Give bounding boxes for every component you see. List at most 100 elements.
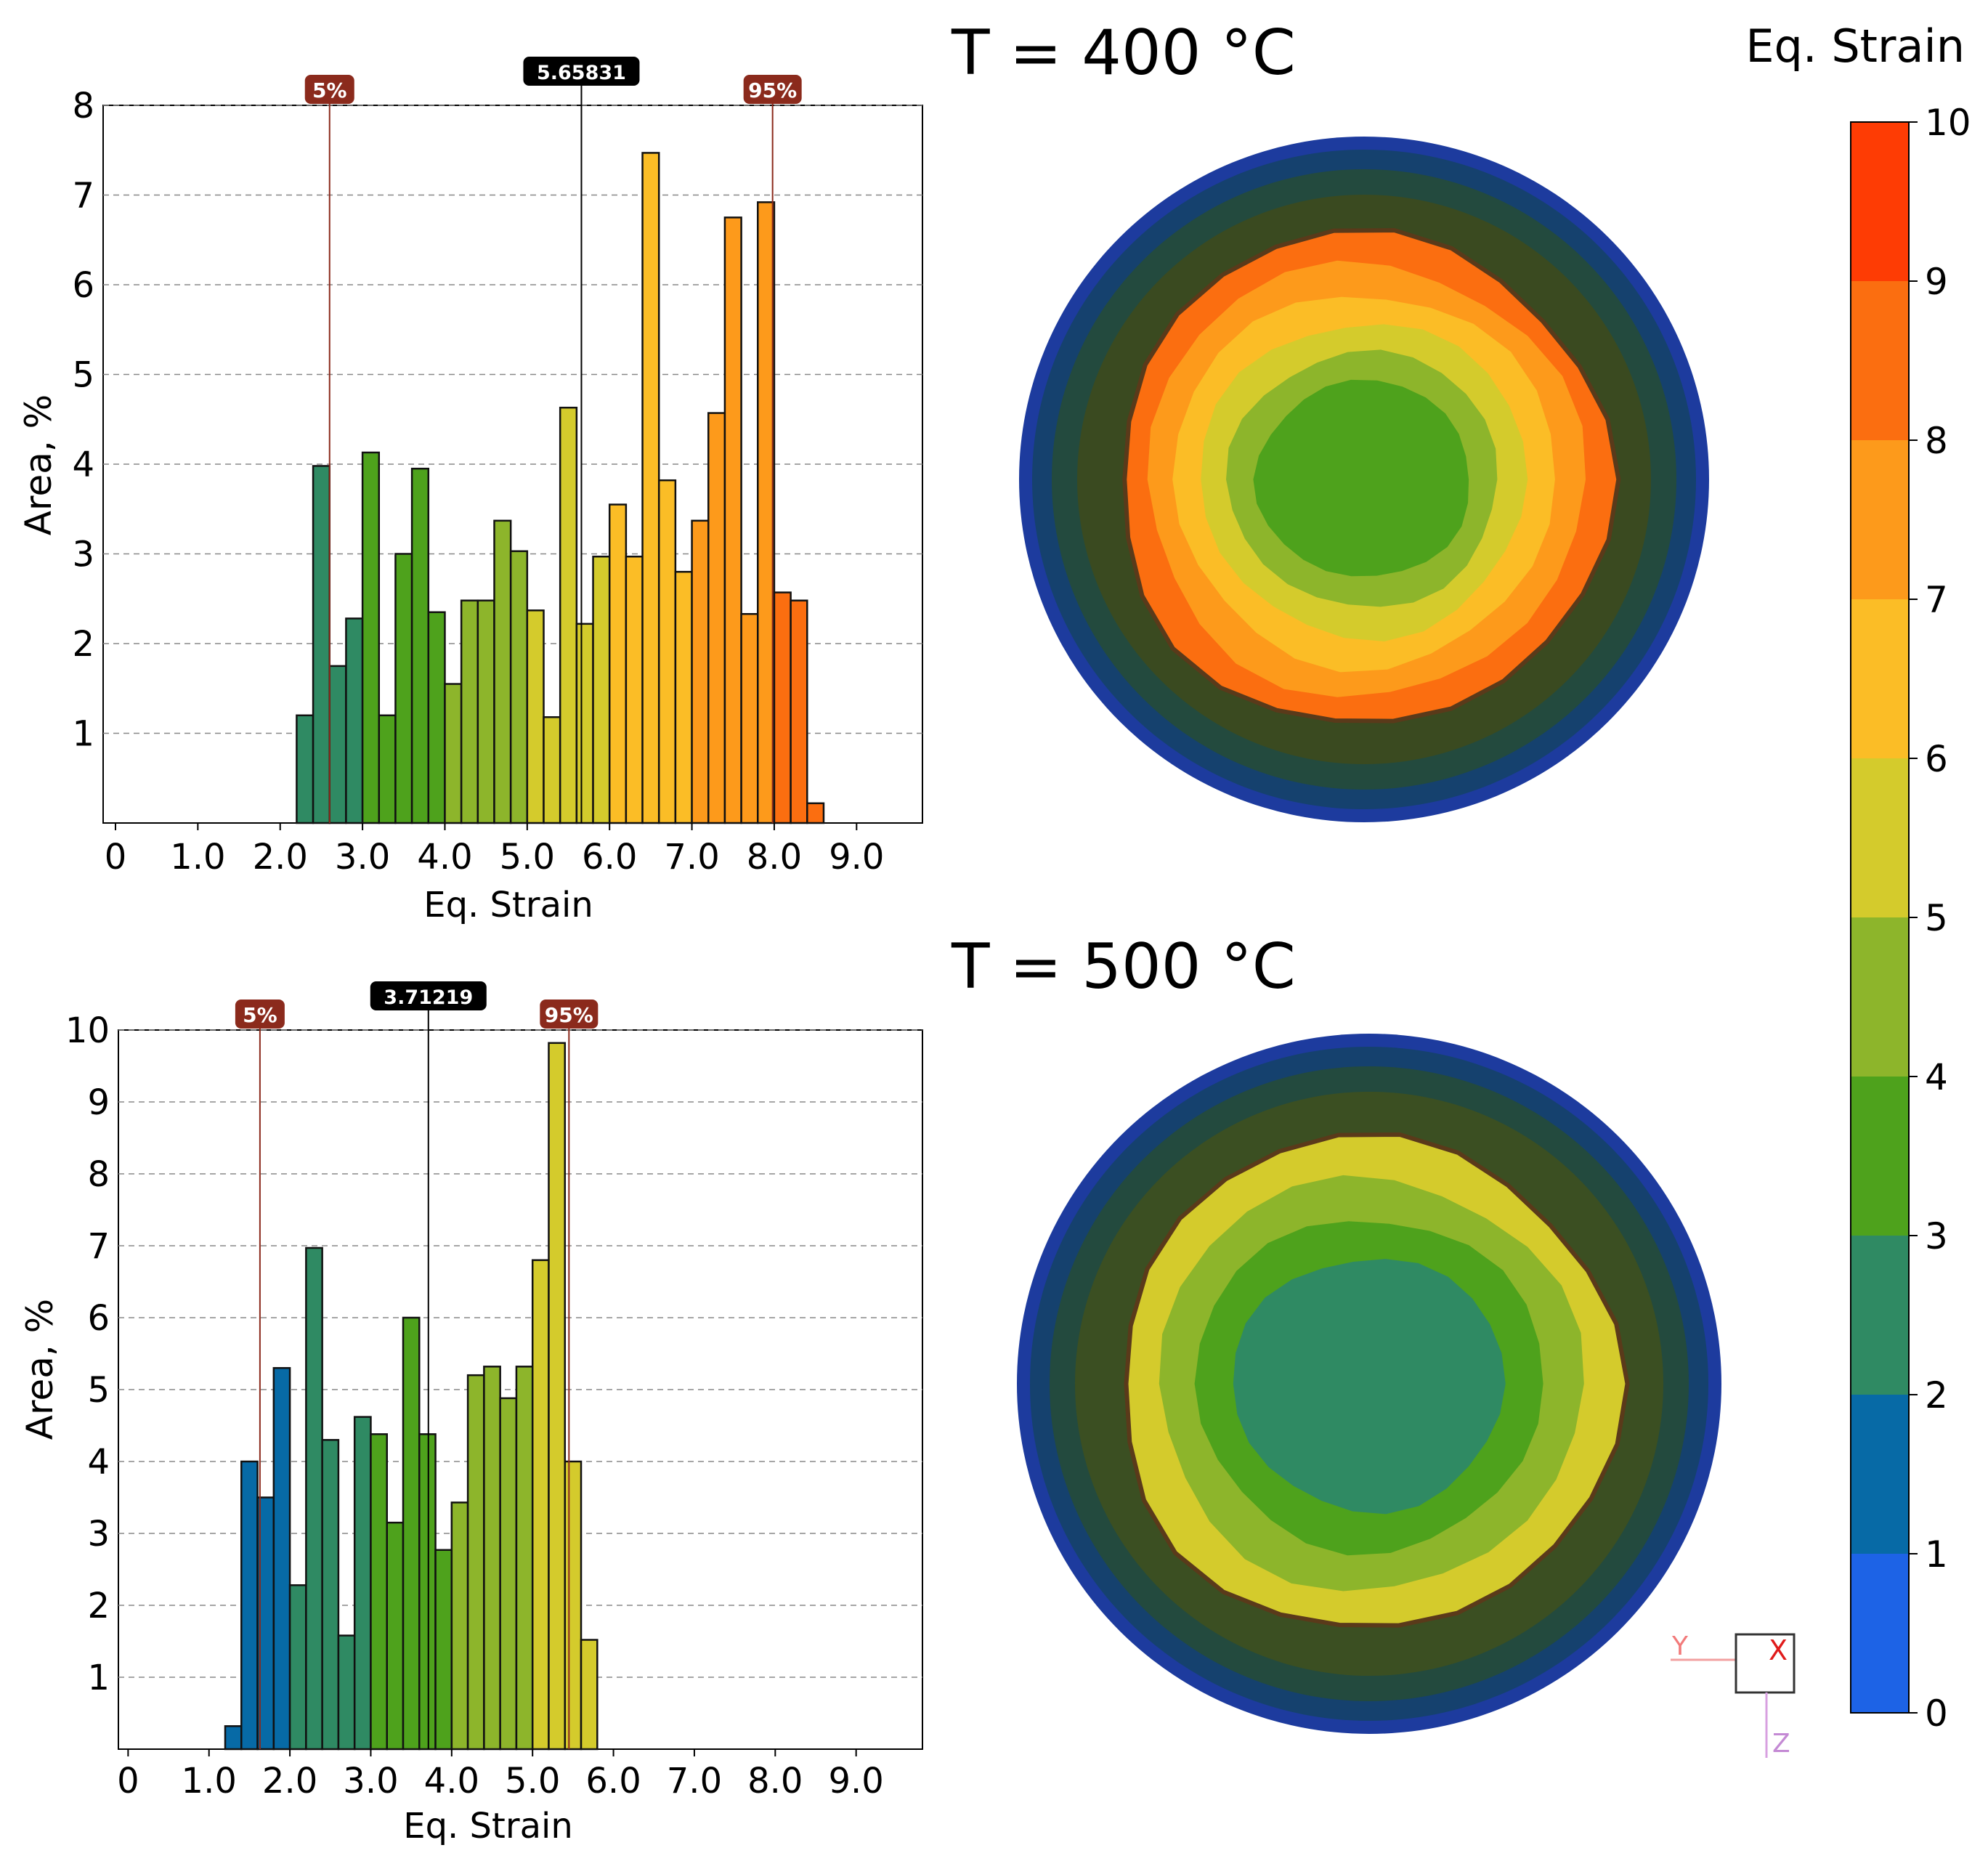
bar (272, 1367, 291, 1751)
bar (740, 612, 759, 824)
legend-tick-label: 10 (1925, 102, 1971, 144)
x-tick-label: 2.0 (262, 1761, 317, 1801)
histogram-500c: 5% 95% 3.71219 1 2 3 4 5 6 7 8 9 10 0 1.0 2.0 3.0 4.0 5.… (19, 981, 923, 1846)
marker-badge-p5 (235, 1000, 285, 1029)
bar (410, 467, 430, 824)
legend-tick-label: 4 (1925, 1056, 1948, 1098)
y-tick-label: 8 (87, 1154, 110, 1195)
bar (427, 611, 446, 824)
bar (483, 1366, 501, 1751)
legend-swatch (1851, 281, 1909, 440)
x-tick-label: 5.0 (500, 837, 555, 877)
x-tick-label: 0 (117, 1761, 139, 1801)
percentile-markers: 5% 95% 5.65831 (304, 57, 802, 823)
y-axis-triad-label: Y (1671, 1631, 1689, 1661)
z-axis-triad-label: Z (1772, 1729, 1790, 1759)
y-tick-label: 6 (87, 1298, 110, 1339)
bar (806, 802, 825, 824)
x-tick-label: 3.0 (335, 837, 390, 877)
histogram-400c: 5% 95% 5.65831 1 2 3 4 5 6 7 8 0 1.0 2.0 3.0 4.0 5.0 6.… (17, 57, 923, 925)
x-tick-label: 5.0 (505, 1761, 560, 1801)
bar (493, 519, 512, 824)
bar (691, 519, 710, 824)
bar (548, 1042, 567, 1751)
y-tick-label: 10 (65, 1010, 110, 1051)
colorbar-legend: Eq. Strain 0 1 2 3 4 5 6 7 8 9 10 (1745, 20, 1971, 1735)
marker-badge-mean (370, 981, 487, 1010)
bar (592, 555, 611, 824)
legend-tick-label: 0 (1925, 1692, 1948, 1735)
y-tick-label: 2 (72, 624, 94, 665)
y-tick-label: 2 (87, 1586, 110, 1626)
y-tick-label: 4 (87, 1442, 110, 1483)
marker-badge-mean (523, 57, 640, 86)
x-tick-label: 9.0 (829, 837, 884, 877)
bar (450, 1501, 469, 1751)
bar (361, 451, 381, 824)
marker-label-p5: 5% (243, 1003, 277, 1027)
x-tick-label: 7.0 (664, 837, 719, 877)
legend-swatch (1851, 122, 1909, 281)
y-tick-label: 3 (87, 1514, 110, 1554)
bar (394, 553, 413, 824)
legend-swatch (1851, 1395, 1909, 1554)
marker-badge-p95 (743, 75, 802, 104)
bars (224, 1042, 599, 1751)
legend-swatch (1851, 1077, 1909, 1236)
bar (509, 550, 529, 824)
legend-title: Eq. Strain (1745, 20, 1965, 73)
bar (224, 1725, 243, 1751)
bar (328, 665, 347, 824)
bar (305, 1246, 323, 1751)
marker-badge-p95 (540, 1000, 599, 1029)
x-tick-label: 0 (105, 837, 127, 877)
x-tick-label: 1.0 (170, 837, 225, 877)
bar (402, 1316, 421, 1751)
y-tick-label: 5 (87, 1370, 110, 1411)
bar (444, 683, 463, 824)
legend-swatches (1850, 121, 1910, 1714)
bar (723, 216, 742, 824)
x-axis-label: Eq. Strain (423, 885, 593, 925)
bars (296, 152, 825, 824)
x-tick-labels: 0 1.0 2.0 3.0 4.0 5.0 6.0 7.0 8.0 9.0 (117, 1749, 884, 1801)
percentile-markers: 5% 95% 3.71219 (235, 981, 599, 1749)
y-tick-label: 1 (87, 1658, 110, 1698)
legend-tick-label: 3 (1925, 1215, 1948, 1257)
y-tick-label: 7 (72, 176, 94, 216)
legend-tick-label: 7 (1925, 579, 1948, 621)
legend-tick-label: 2 (1925, 1374, 1948, 1416)
legend-tick-label: 6 (1925, 738, 1948, 780)
x-tick-label: 6.0 (585, 1761, 641, 1801)
map-title-500c: T = 500 °C (951, 931, 1296, 1003)
bar (641, 152, 660, 824)
y-tick-label: 1 (72, 714, 94, 755)
x-tick-label: 4.0 (417, 837, 472, 877)
bar (531, 1259, 550, 1751)
legend-tick-label: 8 (1925, 420, 1948, 462)
bar (575, 623, 594, 824)
bar (353, 1416, 372, 1751)
y-axis-label: Area, % (17, 394, 60, 535)
legend-swatch (1851, 917, 1909, 1077)
strain-contour-500c (1017, 1034, 1721, 1734)
strain-contour-400c (1019, 137, 1709, 822)
bar (418, 1433, 437, 1751)
map-title-400c: T = 400 °C (951, 17, 1296, 89)
bar (345, 617, 364, 824)
y-tick-label: 5 (72, 355, 94, 396)
bar (707, 412, 726, 824)
legend-swatch (1851, 599, 1909, 758)
x-axis-triad-label: X (1769, 1634, 1788, 1666)
bar (499, 1397, 518, 1751)
bar (386, 1521, 405, 1751)
legend-swatch (1851, 1236, 1909, 1395)
y-tick-label: 8 (72, 86, 94, 126)
bar (515, 1366, 534, 1751)
y-tick-label: 6 (72, 265, 94, 306)
legend-swatch (1851, 758, 1909, 917)
marker-label-mean: 5.65831 (537, 62, 626, 84)
legend-tick-label: 1 (1925, 1533, 1948, 1576)
axis-triad: Y X Z (1671, 1631, 1796, 1759)
